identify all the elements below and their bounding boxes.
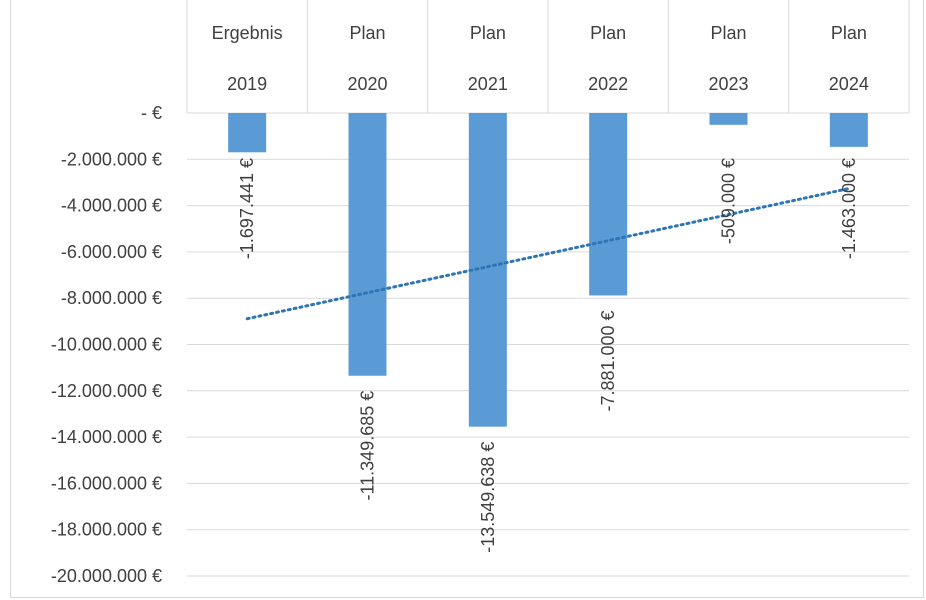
- category-label-line2: 2023: [708, 74, 748, 94]
- bars: [228, 113, 868, 427]
- y-tick-label: -18.000.000 €: [51, 520, 162, 540]
- y-tick-label: -12.000.000 €: [51, 381, 162, 401]
- category-label-line1: Plan: [590, 23, 626, 43]
- category-label-line2: 2021: [468, 74, 508, 94]
- category-label-line1: Plan: [831, 23, 867, 43]
- y-tick-label: - €: [141, 103, 162, 123]
- bar: [709, 113, 748, 125]
- category-header: Ergebnis 2019 Plan 2020 Plan 2021 Plan 2022 Plan…: [186, 0, 910, 113]
- category-label-line1: Ergebnis: [212, 23, 283, 43]
- chart-frame: [10, 0, 924, 598]
- data-label: -7.881.000 €: [598, 310, 618, 411]
- data-label: -1.697.441 €: [237, 158, 257, 259]
- category-label-line2: 2022: [588, 74, 628, 94]
- category-label-line1: Plan: [710, 23, 746, 43]
- data-label: -11.349.685 €: [358, 391, 378, 501]
- y-tick-label: -2.000.000 €: [61, 149, 162, 169]
- y-tick-label: -8.000.000 €: [61, 288, 162, 308]
- y-axis: - € -2.000.000 € -4.000.000 € -6.000.000 € -…: [51, 103, 162, 586]
- bar: [348, 113, 387, 376]
- y-tick-label: -4.000.000 €: [61, 196, 162, 216]
- data-label: -1.463.000 €: [839, 158, 859, 259]
- data-label: -13.549.638 €: [478, 442, 498, 553]
- y-tick-label: -14.000.000 €: [51, 427, 162, 447]
- bar: [589, 113, 628, 296]
- bar: [829, 113, 868, 147]
- category-label-line1: Plan: [470, 23, 506, 43]
- y-tick-label: -20.000.000 €: [51, 566, 162, 586]
- y-tick-label: -10.000.000 €: [51, 335, 162, 355]
- category-label-line2: 2019: [227, 74, 267, 94]
- data-label: -509.000 €: [719, 158, 739, 244]
- gridlines: [187, 112, 909, 577]
- category-label-line2: 2020: [347, 74, 387, 94]
- category-label-line2: 2024: [829, 74, 869, 94]
- category-label-line1: Plan: [349, 23, 385, 43]
- trendline-line: [245, 187, 851, 321]
- y-tick-label: -6.000.000 €: [61, 242, 162, 262]
- y-tick-label: -16.000.000 €: [51, 473, 162, 493]
- bar: [228, 113, 267, 153]
- data-labels: -1.697.441 € -11.349.685 € -13.549.638 € -7…: [237, 158, 859, 553]
- trendline: [245, 187, 851, 321]
